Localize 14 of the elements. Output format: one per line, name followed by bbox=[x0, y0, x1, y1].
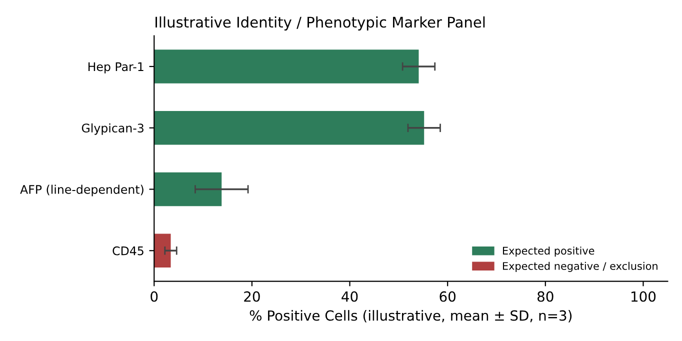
y-tick-label: AFP (line-dependent) bbox=[20, 184, 144, 196]
x-tick-label: 80 bbox=[538, 291, 554, 302]
y-tick-label: Hep Par-1 bbox=[88, 62, 144, 74]
x-tick-label: 0 bbox=[150, 291, 158, 302]
x-tick-label: 100 bbox=[631, 291, 656, 302]
legend-label: Expected positive bbox=[502, 246, 594, 257]
y-tick-label: CD45 bbox=[112, 246, 144, 256]
chart-title: Illustrative Identity / Phenotypic Marker Panel bbox=[156, 16, 485, 31]
x-axis-title: % Positive Cells (illustrative, mean ± SD, n=3) bbox=[250, 310, 572, 322]
x-tick-label: 20 bbox=[244, 291, 260, 302]
y-tick-label: Glypican-3 bbox=[82, 123, 144, 135]
legend-label: Expected negative / exclusion bbox=[502, 262, 658, 272]
x-tick-label: 40 bbox=[342, 291, 358, 302]
x-tick-label: 60 bbox=[440, 291, 456, 302]
